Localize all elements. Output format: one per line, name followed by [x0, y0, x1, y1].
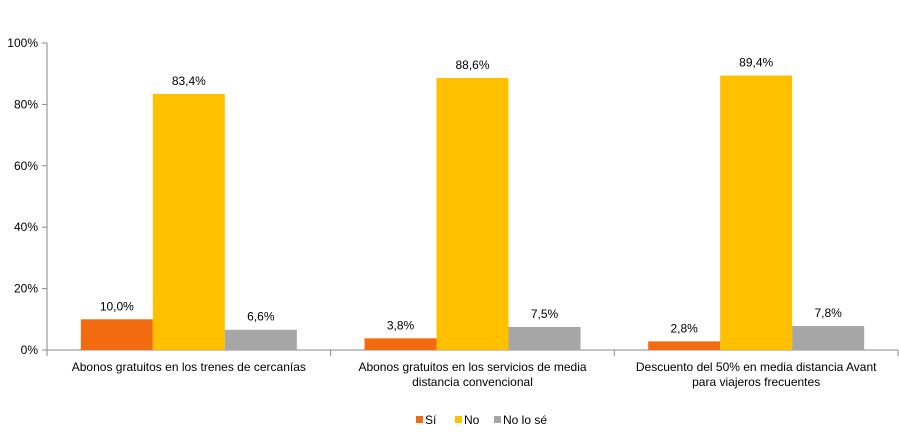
bar-s-	[364, 338, 437, 350]
y-tick-label: 60%	[14, 159, 38, 173]
data-label: 89,4%	[739, 56, 773, 70]
legend-swatch	[494, 416, 501, 423]
bar-no	[152, 93, 225, 350]
legend-label: Sí	[425, 413, 437, 427]
legend-label: No lo sé	[503, 413, 547, 427]
bar-no-lo-s-	[224, 329, 297, 350]
y-tick-label: 40%	[14, 220, 38, 234]
legend-label: No	[464, 413, 480, 427]
bar-no	[436, 77, 509, 351]
y-tick-label: 0%	[21, 343, 39, 357]
x-category-label: distancia convencional	[412, 375, 533, 389]
bar-no	[720, 75, 793, 351]
y-tick-label: 20%	[14, 282, 38, 296]
x-category-label: Descuento del 50% en media distancia Ava…	[636, 360, 877, 374]
data-label: 88,6%	[455, 58, 489, 72]
bar-s-	[80, 319, 153, 350]
y-tick-label: 80%	[14, 97, 38, 111]
data-label: 83,4%	[172, 74, 206, 88]
legend-swatch	[416, 416, 423, 423]
data-label: 6,6%	[247, 310, 275, 324]
data-label: 3,8%	[387, 318, 415, 332]
data-label: 7,5%	[531, 307, 559, 321]
bar-no-lo-s-	[508, 326, 581, 350]
bar-s-	[648, 341, 721, 350]
bar-no-lo-s-	[792, 326, 865, 350]
y-tick-label: 100%	[7, 36, 38, 50]
x-category-label: Abonos gratuitos en los trenes de cercan…	[72, 360, 306, 374]
x-category-label: Abonos gratuitos en los servicios de med…	[358, 360, 586, 374]
data-label: 7,8%	[814, 306, 842, 320]
data-label: 2,8%	[670, 321, 698, 335]
legend-swatch	[455, 416, 462, 423]
data-label: 10,0%	[100, 299, 134, 313]
x-category-label: para viajeros frecuentes	[692, 375, 820, 389]
